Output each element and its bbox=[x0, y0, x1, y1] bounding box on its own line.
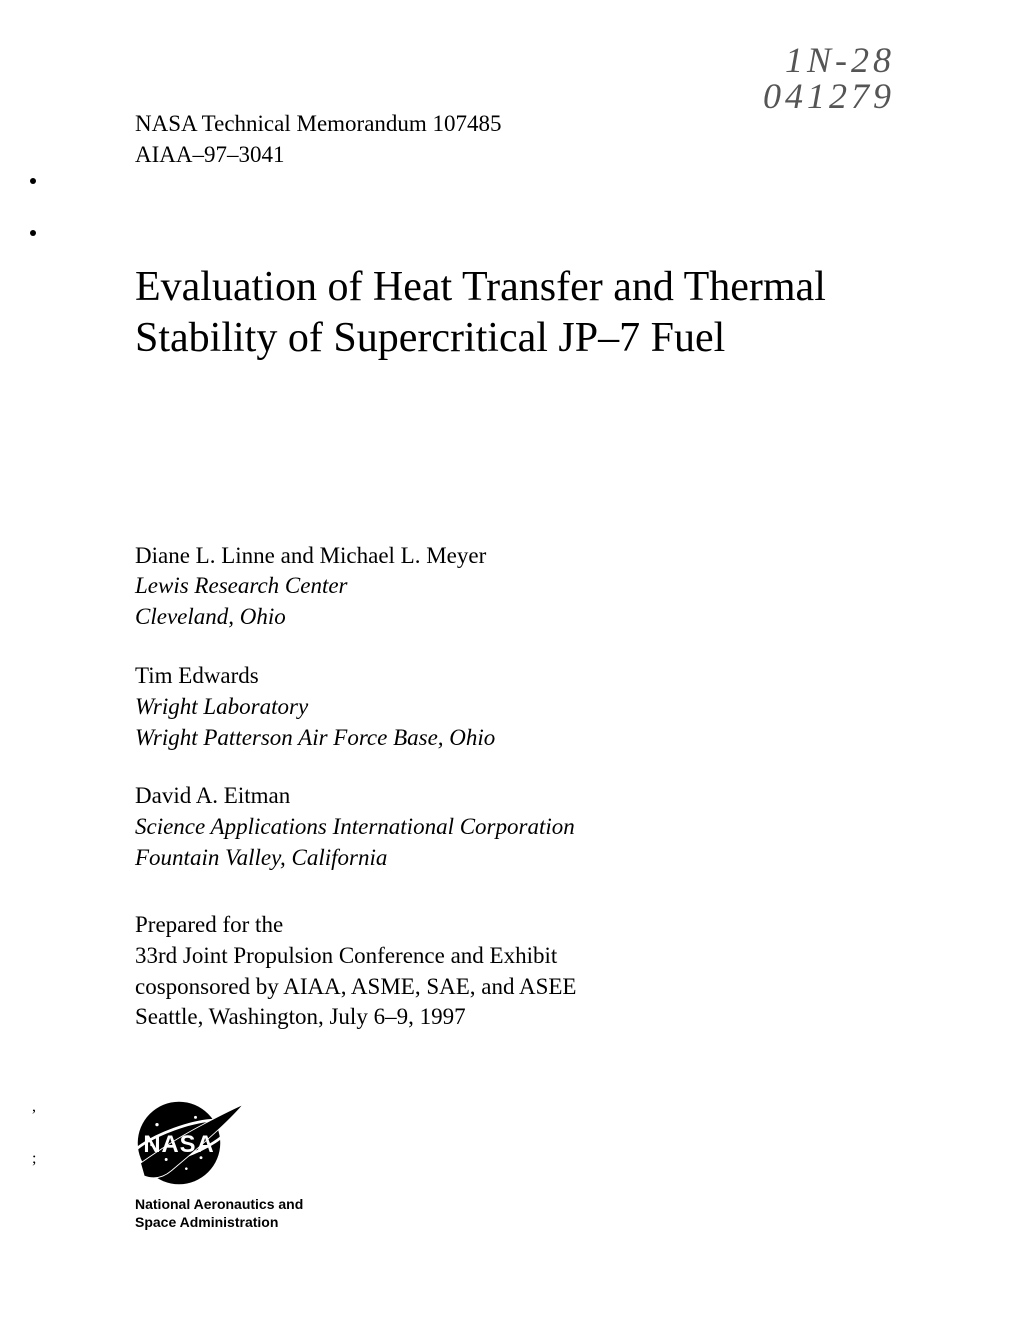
handwritten-note-1: 1N-28 bbox=[741, 42, 895, 78]
stray-dot bbox=[30, 178, 36, 184]
author-affiliation: Wright Patterson Air Force Base, Ohio bbox=[135, 723, 940, 754]
document-identifiers: NASA Technical Memorandum 107485 AIAA–97… bbox=[135, 108, 940, 170]
logo-caption-line: National Aeronautics and bbox=[135, 1195, 940, 1213]
logo-caption: National Aeronautics and Space Administr… bbox=[135, 1195, 940, 1231]
author-block-2: Tim Edwards Wright Laboratory Wright Pat… bbox=[135, 661, 940, 753]
author-affiliation: Lewis Research Center bbox=[135, 571, 940, 602]
page: , ; 1N-28 041279 NASA Technical Memorand… bbox=[0, 0, 1020, 1324]
stray-mark: , bbox=[32, 1098, 36, 1116]
author-affiliation: Cleveland, Ohio bbox=[135, 602, 940, 633]
prepared-for-block: Prepared for the 33rd Joint Propulsion C… bbox=[135, 910, 940, 1033]
handwritten-annotations: 1N-28 041279 bbox=[741, 42, 895, 114]
author-affiliation: Fountain Valley, California bbox=[135, 843, 940, 874]
stray-mark: ; bbox=[32, 1150, 36, 1168]
author-names: Diane L. Linne and Michael L. Meyer bbox=[135, 541, 940, 572]
paper-title: Evaluation of Heat Transfer and Thermal … bbox=[135, 262, 940, 364]
stray-dot bbox=[30, 230, 36, 236]
author-names: Tim Edwards bbox=[135, 661, 940, 692]
prepared-line: cosponsored by AIAA, ASME, SAE, and ASEE bbox=[135, 972, 940, 1003]
author-block-3: David A. Eitman Science Applications Int… bbox=[135, 781, 940, 873]
handwritten-note-2: 041279 bbox=[741, 78, 895, 114]
prepared-line: Prepared for the bbox=[135, 910, 940, 941]
nasa-meatball-icon: NASA bbox=[135, 1099, 245, 1187]
logo-caption-line: Space Administration bbox=[135, 1213, 940, 1231]
aiaa-id: AIAA–97–3041 bbox=[135, 139, 940, 170]
author-names: David A. Eitman bbox=[135, 781, 940, 812]
nasa-wordmark: NASA bbox=[143, 1131, 214, 1158]
nasa-logo-block: NASA National Aeronautics and Space Admi… bbox=[135, 1099, 940, 1231]
author-affiliation: Wright Laboratory bbox=[135, 692, 940, 723]
author-affiliation: Science Applications International Corpo… bbox=[135, 812, 940, 843]
prepared-line: 33rd Joint Propulsion Conference and Exh… bbox=[135, 941, 940, 972]
author-block-1: Diane L. Linne and Michael L. Meyer Lewi… bbox=[135, 541, 940, 633]
prepared-line: Seattle, Washington, July 6–9, 1997 bbox=[135, 1002, 940, 1033]
